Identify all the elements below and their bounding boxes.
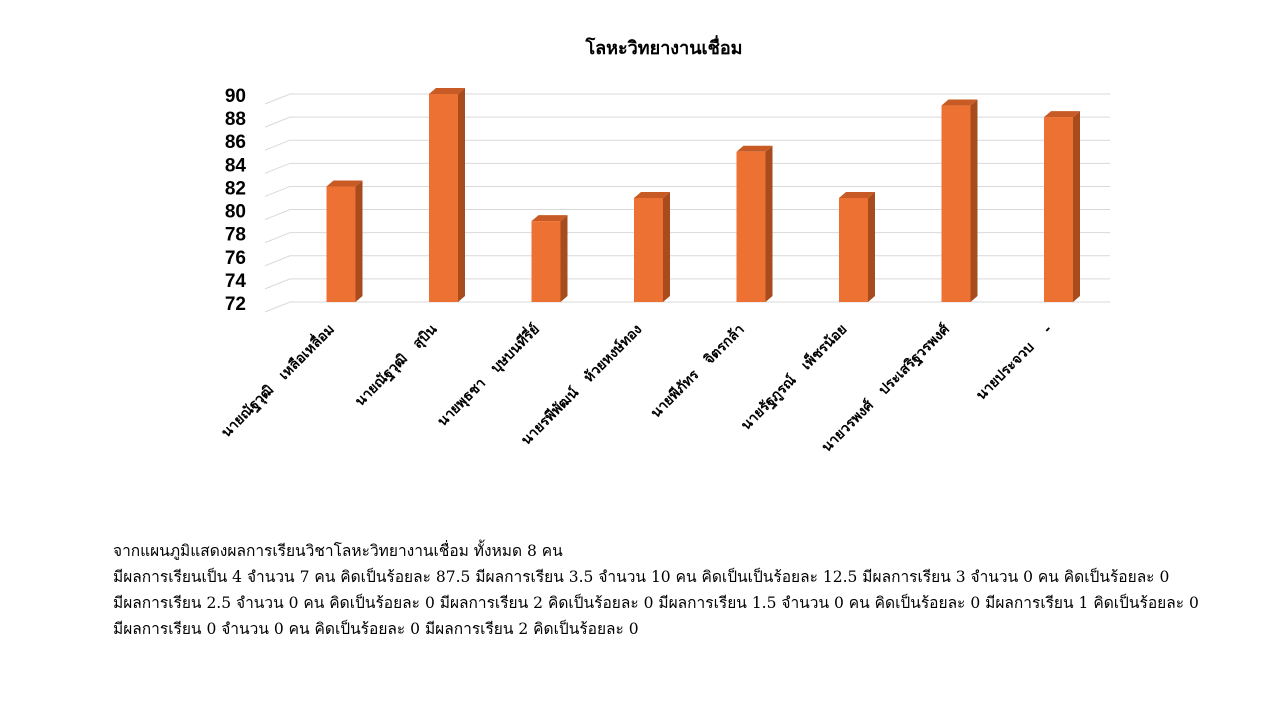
bar-top-face (429, 88, 465, 94)
gridline (264, 232, 1110, 244)
bar (429, 88, 465, 302)
y-tick-label: 72 (225, 294, 246, 315)
bar (941, 99, 978, 302)
bar-side-face (765, 145, 773, 302)
chart-title: โลหะวิทยางานเชื่อม (584, 35, 742, 59)
bar-side-face (663, 192, 670, 302)
gridlines (264, 93, 1110, 313)
x-axis-category-labels: นายณัฐวุฒิ เหลือเหลื่อม นายณัฐวุฒิ สุบินน… (216, 319, 1055, 456)
bar-top-face (1044, 111, 1080, 118)
y-tick-label: 80 (225, 202, 246, 223)
bar (326, 180, 363, 302)
y-tick-label: 78 (225, 225, 246, 246)
bar-front-face (839, 198, 868, 302)
y-tick-label: 74 (225, 271, 247, 292)
bar-front-face (634, 198, 663, 302)
x-category-label: นายรัฐภูรณ์ เพ็ชรน้อย (737, 320, 851, 434)
x-category-label: นายณัฐวุฒิ เหลือเหลื่อม (216, 319, 338, 441)
bar-top-face (941, 99, 978, 106)
bar-front-face (736, 151, 766, 302)
x-category-label: นายพุธชา บุษบนทีรี่ย์ (433, 319, 543, 429)
gridline (264, 209, 1110, 221)
y-tick-label: 82 (225, 178, 246, 199)
gridline (264, 278, 1110, 290)
summary-line-1: จากแผนภูมิแสดงผลการเรียนวิชาโลหะวิทยางาน… (113, 542, 563, 560)
y-tick-label: 76 (225, 248, 246, 269)
bar-top-face (736, 145, 773, 152)
x-category-label: นายพีภัทร จิตรกล้า (648, 322, 748, 422)
bar-front-face (531, 221, 561, 302)
bar (634, 192, 670, 302)
x-category-label: นายรพีพัฒน์ ห้วยหงษ์ทอง (518, 321, 646, 449)
bar-top-face (634, 192, 670, 198)
x-category-label: นายณัฐวุฒิ สุบิน (352, 321, 441, 410)
bar-top-face (326, 180, 363, 187)
gridline (264, 162, 1110, 174)
bar-front-face (429, 94, 458, 302)
bar-side-face (458, 88, 465, 302)
bar-side-face (1073, 111, 1080, 302)
bar-front-face (1044, 117, 1073, 302)
y-tick-label: 88 (225, 109, 246, 130)
bar-top-face (531, 215, 568, 222)
y-tick-label: 86 (225, 132, 246, 153)
bar-top-face (839, 192, 875, 198)
bar (839, 192, 875, 302)
x-category-label: นายประจวบ - (973, 321, 1055, 403)
bar (1044, 111, 1080, 302)
summary-line-3: มีผลการเรียน 2.5 จำนวน 0 คน คิดเป็นร้อยล… (113, 594, 1199, 612)
summary-text: จากแผนภูมิแสดงผลการเรียนวิชาโลหะวิทยางาน… (113, 538, 1263, 642)
bar (736, 145, 773, 302)
bar-side-face (560, 215, 568, 302)
bar-side-face (970, 99, 978, 302)
bar (531, 215, 568, 302)
gridline (264, 93, 1110, 105)
gridline (264, 301, 1110, 313)
bar-front-face (326, 186, 356, 302)
bar-side-face (868, 192, 875, 302)
summary-line-2: มีผลการเรียนเป็น 4 จำนวน 7 คน คิดเป็นร้อ… (113, 568, 1170, 586)
gridline (264, 185, 1110, 197)
gridline (264, 116, 1110, 128)
bar-front-face (941, 105, 971, 302)
bar-side-face (355, 180, 363, 302)
summary-line-4: มีผลการเรียน 0 จำนวน 0 คน คิดเป็นร้อยละ … (113, 620, 639, 638)
y-tick-label: 84 (225, 155, 247, 176)
y-tick-label: 90 (225, 86, 246, 107)
gridline (264, 139, 1110, 151)
gridline (264, 255, 1110, 267)
bars (326, 88, 1080, 302)
bar-chart: โลหะวิทยางานเชื่อม 72747678808284868890 … (216, 35, 1110, 456)
